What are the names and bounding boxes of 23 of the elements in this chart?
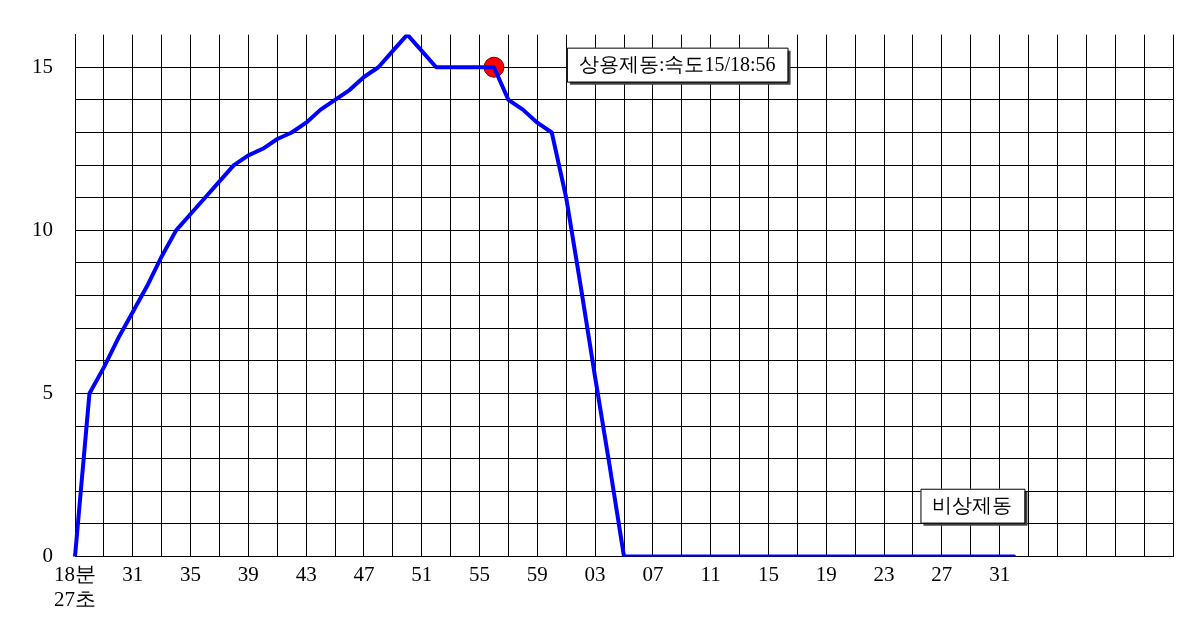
x-tick-label: 31 — [122, 561, 144, 586]
y-tick-label: 5 — [42, 379, 53, 404]
x-tick-label: 43 — [295, 561, 317, 586]
x-tick-label: 07 — [642, 561, 664, 586]
annotation: 비상제동 — [932, 493, 1013, 516]
x-tick-label: 23 — [873, 561, 895, 586]
x-tick-label: 27 — [931, 561, 953, 586]
x-tick-label: 31 — [989, 561, 1011, 586]
y-tick-label: 10 — [32, 216, 53, 241]
y-tick-label: 15 — [32, 53, 53, 78]
x-tick-label: 39 — [237, 561, 259, 586]
x-tick-label: 59 — [526, 561, 548, 586]
x-tick-label: 15 — [757, 561, 779, 586]
x-tick-label: 55 — [469, 561, 491, 586]
x-tick-label: 18분 27초 — [54, 561, 96, 611]
y-tick-label: 0 — [42, 543, 53, 568]
x-tick-label: 47 — [353, 561, 375, 586]
x-tick-label: 19 — [815, 561, 837, 586]
annotation: 상용제동:속도15/18:56 — [578, 52, 776, 75]
x-tick-label: 11 — [700, 561, 721, 586]
x-tick-label: 51 — [411, 561, 433, 586]
x-tick-label: 03 — [584, 561, 606, 586]
x-tick-label: 35 — [180, 561, 202, 586]
